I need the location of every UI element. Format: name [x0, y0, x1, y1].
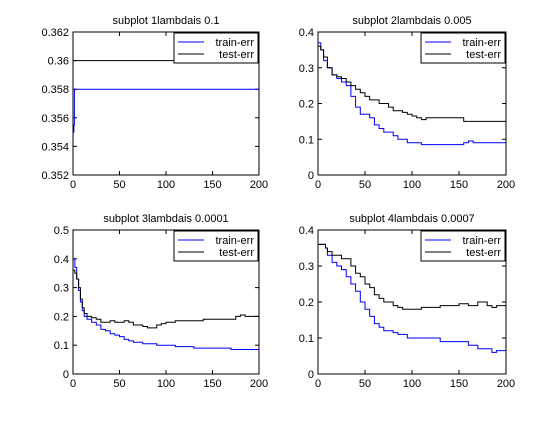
- y-tick-label: 0.3: [54, 283, 69, 295]
- y-tick-label: 0: [308, 369, 314, 381]
- y-tick-label: 0.3: [299, 63, 314, 75]
- legend-label: train-err: [462, 235, 501, 247]
- y-tick-label: 0.5: [54, 225, 69, 237]
- x-tick-label: 100: [157, 378, 175, 390]
- series-line-train-err: [73, 88, 259, 133]
- series-line-test-err: [318, 243, 506, 310]
- legend-label: test-err: [466, 49, 501, 61]
- y-tick-label: 0.2: [54, 311, 69, 323]
- y-tick-label: 0.36: [48, 56, 69, 68]
- y-tick-label: 0.1: [54, 340, 69, 352]
- x-tick-label: 150: [203, 378, 221, 390]
- series-line-test-err: [73, 269, 259, 329]
- y-tick-label: 0.4: [299, 225, 314, 237]
- y-tick-label: 0.3: [299, 261, 314, 273]
- y-tick-label: 0.2: [299, 99, 314, 111]
- legend-box: [420, 230, 506, 262]
- legend-label: train-err: [215, 235, 254, 247]
- y-tick-label: 0.354: [41, 141, 69, 153]
- legend-label: train-err: [462, 37, 501, 49]
- y-tick-label: 0.352: [41, 170, 69, 182]
- y-tick-label: 0.2: [299, 297, 314, 309]
- y-tick-label: 0: [63, 369, 69, 381]
- subplot-title: subplot 1lambdais 0.1: [112, 15, 219, 27]
- y-tick-label: 0.356: [41, 113, 69, 125]
- legend-label: test-err: [466, 247, 501, 259]
- x-tick-label: 0: [315, 378, 321, 390]
- x-tick-label: 50: [359, 378, 371, 390]
- legend-label: test-err: [219, 49, 254, 61]
- x-tick-label: 200: [250, 179, 268, 191]
- subplot-title: subplot 3lambdais 0.0001: [103, 213, 228, 225]
- series-line-train-err: [318, 243, 506, 353]
- y-tick-label: 0.362: [41, 27, 69, 39]
- subplot-2: subplot 2lambdais 0.005 0 50 100 150 200 0 0.1 0…: [299, 15, 515, 191]
- legend-label: train-err: [215, 37, 254, 49]
- x-tick-label: 200: [250, 378, 268, 390]
- y-tick-label: 0.358: [41, 84, 69, 96]
- x-tick-label: 200: [497, 378, 515, 390]
- series-line-test-err: [318, 45, 506, 122]
- x-tick-label: 150: [450, 378, 468, 390]
- subplot-4: subplot 4lambdais 0.0007 0 50 100 150 200 0 0.1…: [299, 213, 515, 390]
- y-tick-label: 0.4: [299, 27, 314, 39]
- x-tick-label: 150: [450, 179, 468, 191]
- y-tick-label: 0.4: [54, 254, 69, 266]
- subplot-1: subplot 1lambdais 0.1 0 50 100 150 200 0.352 0.…: [41, 15, 268, 191]
- x-tick-label: 0: [70, 179, 76, 191]
- legend-label: test-err: [219, 247, 254, 259]
- x-tick-label: 50: [113, 378, 125, 390]
- legend-box: [173, 32, 259, 64]
- legend-box: [420, 32, 506, 64]
- subplot-title: subplot 2lambdais 0.005: [352, 15, 471, 27]
- x-tick-label: 200: [497, 179, 515, 191]
- x-tick-label: 0: [315, 179, 321, 191]
- legend-box: [173, 230, 259, 262]
- subplot-title: subplot 4lambdais 0.0007: [349, 213, 474, 225]
- subplot-3: subplot 3lambdais 0.0001 0 50 100 150 200 0 0.1…: [54, 213, 268, 390]
- x-tick-label: 50: [359, 179, 371, 191]
- y-tick-label: 0: [308, 170, 314, 182]
- x-tick-label: 0: [70, 378, 76, 390]
- x-tick-label: 150: [203, 179, 221, 191]
- x-tick-label: 50: [113, 179, 125, 191]
- x-tick-label: 100: [403, 378, 421, 390]
- y-tick-label: 0.1: [299, 134, 314, 146]
- x-tick-label: 100: [157, 179, 175, 191]
- x-tick-label: 100: [403, 179, 421, 191]
- y-tick-label: 0.1: [299, 333, 314, 345]
